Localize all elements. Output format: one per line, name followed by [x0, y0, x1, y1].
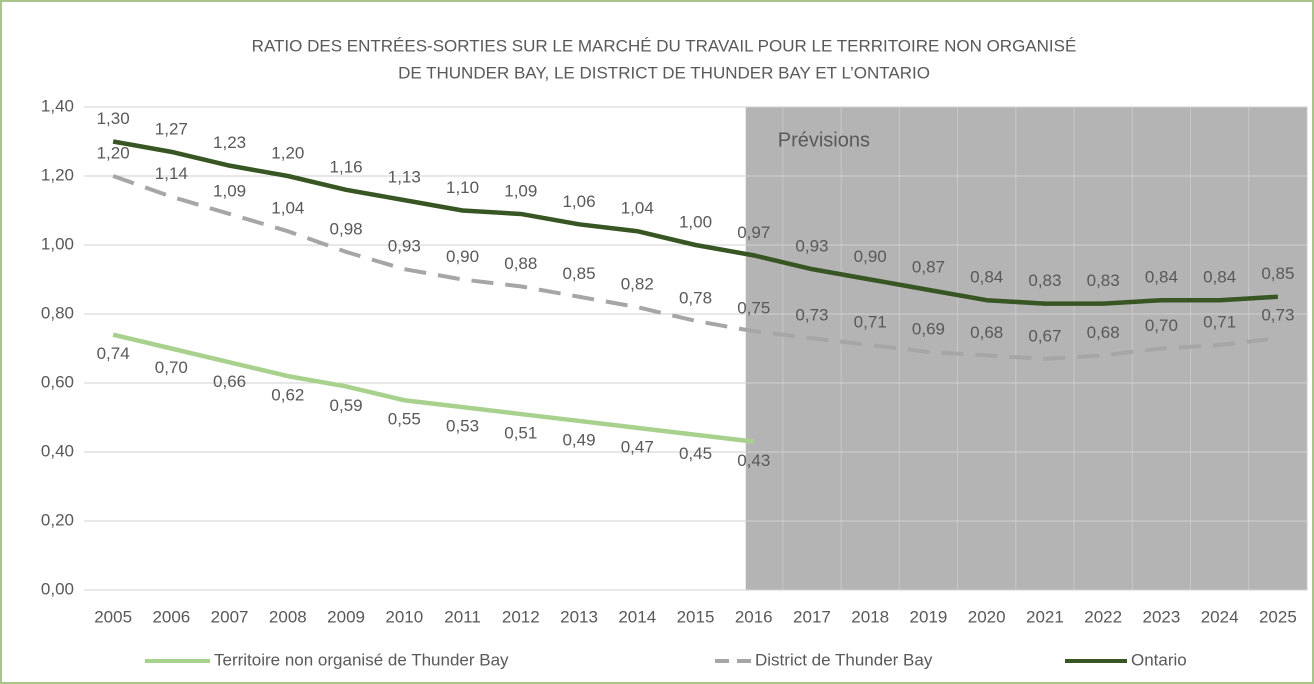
data-label: 1,09	[504, 181, 537, 200]
data-label: 1,04	[271, 199, 304, 218]
data-label: 0,43	[737, 451, 770, 470]
legend-label: Ontario	[1131, 650, 1187, 669]
y-tick-label: 0,00	[41, 579, 74, 598]
x-tick-label: 2010	[385, 607, 423, 626]
data-label: 0,62	[271, 386, 304, 405]
data-label: 0,87	[912, 257, 945, 276]
annotation: Prévisions	[778, 129, 870, 151]
data-label: 0,53	[446, 417, 479, 436]
data-label: 0,68	[1087, 323, 1120, 342]
y-tick-label: 1,00	[41, 234, 74, 253]
data-label: 1,14	[155, 164, 188, 183]
x-tick-label: 2019	[910, 607, 948, 626]
series-line	[112, 332, 755, 444]
data-label: 1,27	[155, 119, 188, 138]
x-tick-label: 2008	[269, 607, 307, 626]
data-label: 0,70	[155, 358, 188, 377]
x-tick-label: 2009	[327, 607, 365, 626]
data-label: 0,82	[621, 275, 654, 294]
data-label: 0,69	[912, 319, 945, 338]
y-tick-label: 0,40	[41, 441, 74, 460]
series-line	[112, 174, 1279, 361]
legend-label: Territoire non organisé de Thunder Bay	[214, 650, 509, 669]
data-label: 1,13	[388, 168, 421, 187]
chart-title: RATIO DES ENTRÉES-SORTIES SUR LE MARCHÉ …	[252, 36, 1077, 55]
data-label: 1,06	[562, 192, 595, 211]
x-tick-label: 2022	[1084, 607, 1122, 626]
data-label: 1,20	[271, 143, 304, 162]
data-label: 0,70	[1145, 316, 1178, 335]
forecast-region	[745, 107, 1307, 590]
x-tick-label: 2011	[444, 607, 481, 626]
data-label: 0,84	[1203, 268, 1236, 287]
data-label: 0,59	[330, 396, 363, 415]
legend-label: District de Thunder Bay	[755, 650, 933, 669]
data-label: 0,45	[679, 444, 712, 463]
y-tick-label: 0,80	[41, 303, 74, 322]
data-label: 1,30	[97, 109, 130, 128]
data-label: 0,93	[795, 237, 828, 256]
x-tick-label: 2024	[1201, 607, 1239, 626]
data-label: 0,71	[1203, 313, 1236, 332]
x-tick-label: 2021	[1026, 607, 1064, 626]
data-label: 0,47	[621, 437, 654, 456]
data-label: 0,90	[446, 247, 479, 266]
data-label: 1,16	[330, 157, 363, 176]
data-label: 0,85	[1261, 264, 1294, 283]
y-tick-label: 0,20	[41, 510, 74, 529]
data-label: 0,90	[854, 247, 887, 266]
data-label: 0,88	[504, 254, 537, 273]
data-label: 0,49	[562, 430, 595, 449]
data-label: 0,85	[562, 264, 595, 283]
data-label: 0,68	[970, 323, 1003, 342]
data-label: 1,10	[446, 178, 479, 197]
data-label: 0,55	[388, 410, 421, 429]
data-label: 0,93	[388, 237, 421, 256]
x-tick-label: 2005	[94, 607, 132, 626]
series-line	[112, 139, 1279, 306]
data-label: 1,00	[679, 212, 712, 231]
x-tick-label: 2020	[968, 607, 1006, 626]
y-tick-label: 1,20	[41, 165, 74, 184]
x-tick-label: 2018	[851, 607, 889, 626]
data-label: 0,51	[504, 424, 537, 443]
x-tick-label: 2023	[1142, 607, 1180, 626]
x-tick-label: 2007	[211, 607, 249, 626]
data-label: 0,84	[970, 268, 1003, 287]
data-label: 0,98	[330, 219, 363, 238]
data-label: 0,97	[737, 223, 770, 242]
data-label: 0,83	[1028, 271, 1061, 290]
x-tick-label: 2017	[793, 607, 831, 626]
x-tick-label: 2006	[152, 607, 190, 626]
data-label: 0,74	[97, 344, 130, 363]
data-label: 0,67	[1028, 326, 1061, 345]
data-label: 1,23	[213, 133, 246, 152]
data-label: 0,73	[1261, 306, 1294, 325]
y-tick-label: 1,40	[41, 96, 74, 115]
y-tick-label: 0,60	[41, 372, 74, 391]
data-label: 0,75	[737, 299, 770, 318]
x-tick-label: 2013	[560, 607, 598, 626]
x-tick-label: 2025	[1259, 607, 1297, 626]
data-label: 0,83	[1087, 271, 1120, 290]
chart-title: DE THUNDER BAY, LE DISTRICT DE THUNDER B…	[398, 63, 930, 82]
x-tick-label: 2016	[735, 607, 773, 626]
data-label: 0,73	[795, 306, 828, 325]
data-label: 0,78	[679, 288, 712, 307]
data-label: 1,04	[621, 199, 654, 218]
x-tick-label: 2015	[677, 607, 715, 626]
x-tick-label: 2014	[618, 607, 656, 626]
data-label: 1,20	[97, 143, 130, 162]
data-label: 0,71	[854, 313, 887, 332]
data-label: 1,09	[213, 181, 246, 200]
data-label: 0,84	[1145, 268, 1178, 287]
x-tick-label: 2012	[502, 607, 540, 626]
data-label: 0,66	[213, 372, 246, 391]
